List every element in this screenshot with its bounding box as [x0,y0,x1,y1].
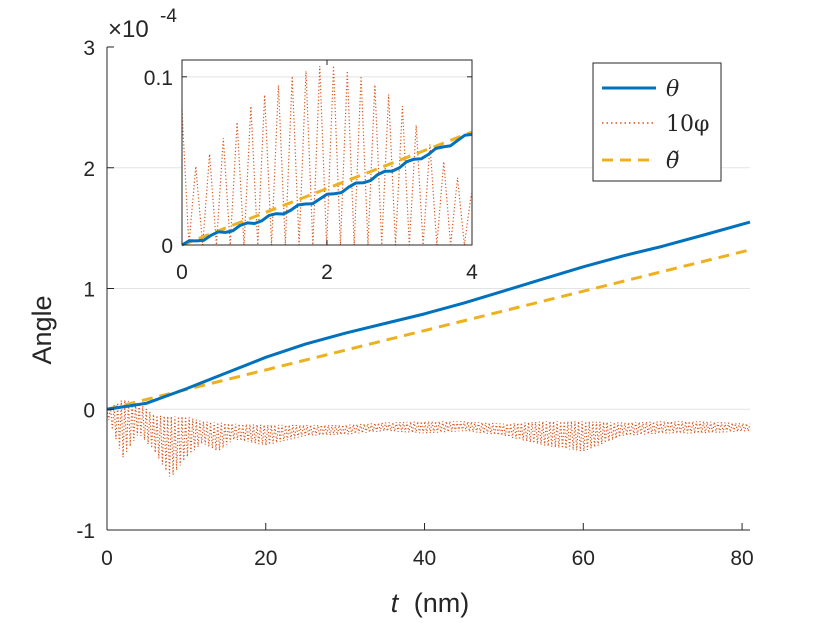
svg-text:t (nm): t (nm) [391,588,470,618]
x-axis-title-unit: (nm) [414,588,470,618]
legend-label-theta-tilde: θ̃ [666,149,679,174]
scale-factor-base: ×10 [108,16,149,43]
inset-y-tick-label: 0 [161,235,173,258]
x-axis-title-variable: t [391,588,400,618]
main-y-tick-label: 3 [83,37,95,60]
legend-label-theta: θ [666,77,679,102]
main-x-tick-label: 0 [101,547,113,570]
inset-y-tick-label: 0.1 [144,67,173,90]
series-line-10phi [106,400,751,477]
x-axis-title: t (nm) [391,588,470,618]
inset-x-tick-label: 2 [321,261,333,284]
inset-axes: 0 2 4 0 0.1 [144,59,478,284]
inset-series-line-theta [181,132,473,247]
inset-series [181,65,473,247]
inset-x-tick-label: 4 [466,261,478,284]
scale-factor-exponent: -4 [160,6,177,27]
main-y-tick-label: 1 [83,279,95,302]
main-y-tick-label: 2 [83,158,95,181]
legend-label-phi: 10φ [666,112,709,137]
main-x-tick-label: 60 [572,547,595,570]
main-x-tick-label: 40 [413,547,436,570]
main-y-tick-label: -1 [76,520,95,543]
main-x-tick-label: 20 [254,547,277,570]
main-series [106,220,751,477]
legend: θ 10φ θ̃ [592,62,722,182]
inset-series-line-theta-tilde [181,130,473,247]
inset-x-tick-label: 0 [176,261,188,284]
main-y-tick-label: 0 [83,399,95,422]
inset-plot-area [182,60,472,245]
legend-box [592,62,722,182]
y-axis-title: Angle [27,295,57,364]
series-line-theta [106,220,751,411]
series-line-theta-tilde [106,248,751,411]
main-x-tick-label: 80 [730,547,753,570]
